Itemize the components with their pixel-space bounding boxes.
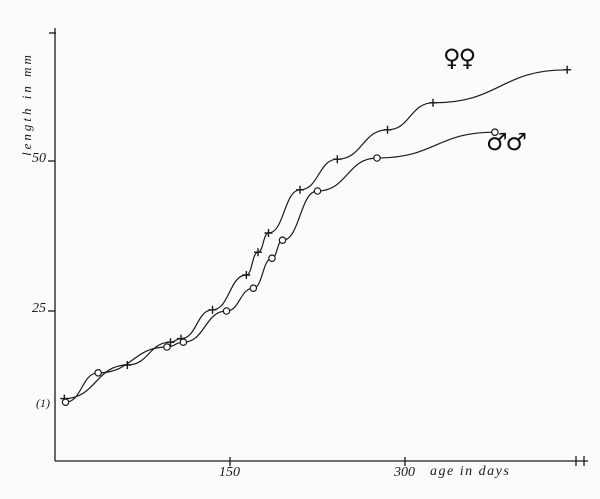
female-legend-symbols: ♀♀: [443, 44, 476, 72]
males-marker-circle: [179, 338, 188, 347]
male-legend-symbols: ♂♂: [486, 128, 527, 156]
y-tick-label: 50: [32, 151, 46, 166]
males-marker-circle: [163, 343, 171, 351]
x-tick-label: 300: [394, 465, 415, 480]
males-curve: [65, 131, 495, 403]
males-marker-circle: [222, 307, 231, 315]
males-marker-circle: [94, 368, 102, 377]
first-point-annotation: (1): [36, 396, 50, 410]
females-marker-plus: [166, 338, 175, 347]
males-marker-circle: [278, 236, 287, 245]
males-marker-circle: [491, 128, 499, 137]
females-marker-plus: [563, 65, 572, 74]
females-marker-plus: [242, 271, 251, 279]
females-marker-plus: [264, 229, 273, 237]
females-curve: [64, 69, 568, 400]
males-marker-circle: [313, 187, 322, 195]
females-marker-plus: [208, 305, 217, 314]
females-marker-plus: [383, 125, 392, 134]
males-marker-circle: [61, 398, 70, 407]
x-tick-label: 150: [219, 465, 240, 480]
females-marker-plus: [296, 185, 304, 194]
males-marker-circle: [249, 284, 258, 293]
males-marker-circle: [373, 154, 381, 162]
y-tick-label: 25: [32, 301, 46, 316]
females-marker-plus: [333, 155, 342, 164]
males-marker-circle: [268, 254, 276, 263]
x-axis-title: age in days: [430, 464, 511, 479]
females-marker-plus: [429, 98, 437, 107]
females-marker-plus: [254, 248, 262, 257]
